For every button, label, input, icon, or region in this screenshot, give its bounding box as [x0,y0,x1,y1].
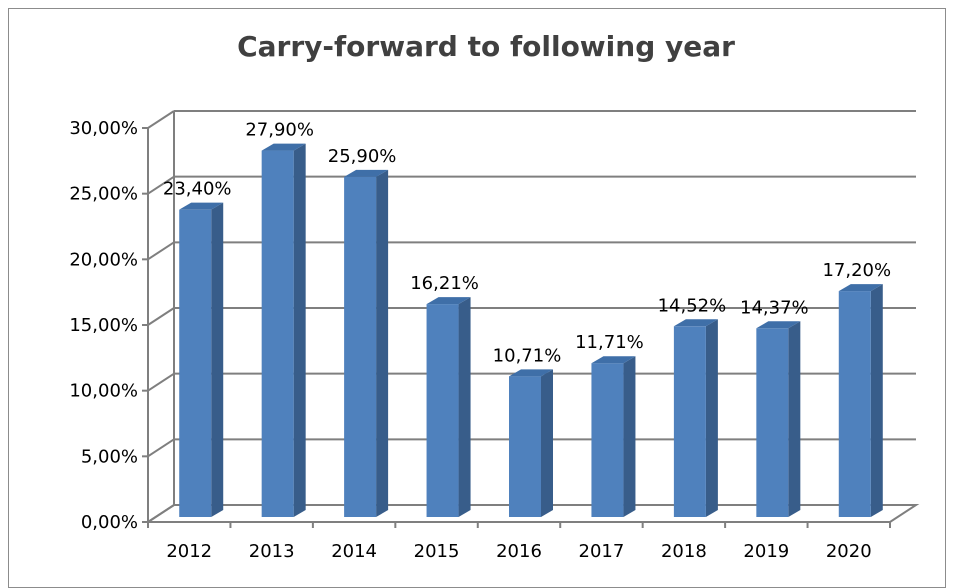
data-label: 11,71% [575,332,644,353]
x-tick-label: 2015 [414,541,460,562]
bar [344,176,377,517]
x-tick-label: 2017 [579,541,625,562]
bar-top [179,202,224,210]
x-tick-label: 2019 [743,541,789,562]
bar-side [870,284,883,517]
bar [756,328,789,517]
data-label: 25,90% [328,146,397,167]
bar-top [673,319,718,327]
bar [838,291,871,517]
bar-top [344,169,389,177]
bar-side [458,297,471,517]
data-label: 16,21% [410,273,479,294]
bar-top [426,297,471,305]
x-tick-label: 2020 [826,541,872,562]
bar-top [838,284,883,292]
bar-side [705,319,718,517]
bar-top [261,143,306,151]
bar-top [756,321,801,329]
y-tick-label: 25,00% [69,184,138,205]
x-tick-label: 2014 [331,541,377,562]
bar [509,376,541,517]
gridline-diagonal [147,241,175,261]
y-tick-label: 20,00% [69,249,138,270]
y-tick-label: 30,00% [69,118,138,139]
data-label: 14,37% [740,297,809,318]
bar [591,363,624,517]
data-label: 27,90% [245,120,314,141]
x-tick-label: 2016 [496,541,542,562]
bar-top [591,356,636,364]
bar-side [623,356,636,517]
data-label: 23,40% [163,179,232,200]
x-tick-label: 2018 [661,541,707,562]
data-label: 17,20% [822,260,891,281]
y-tick-label: 5,00% [81,446,138,467]
bar-side [293,143,306,517]
bar-top [509,369,553,377]
bar-side [788,321,801,517]
bar [261,150,294,517]
chart-title: Carry-forward to following year [237,30,735,63]
y-tick-label: 0,00% [81,512,138,533]
gridline-diagonal [147,438,175,458]
bar-side [541,369,553,517]
gridline-diagonal [147,372,175,392]
x-tick-label: 2013 [249,541,295,562]
data-label: 10,71% [493,345,562,366]
y-tick-label: 15,00% [69,315,138,336]
gridline-diagonal [147,110,175,129]
gridline-diagonal [147,307,175,326]
bar [179,209,212,517]
data-label: 14,52% [658,295,727,316]
bar [426,304,459,517]
bar-side [211,202,224,517]
bar [673,326,706,517]
x-tick-label: 2012 [166,541,212,562]
y-tick-label: 10,00% [69,381,138,402]
bar-side [376,169,389,517]
gridline-diagonal [147,175,175,195]
